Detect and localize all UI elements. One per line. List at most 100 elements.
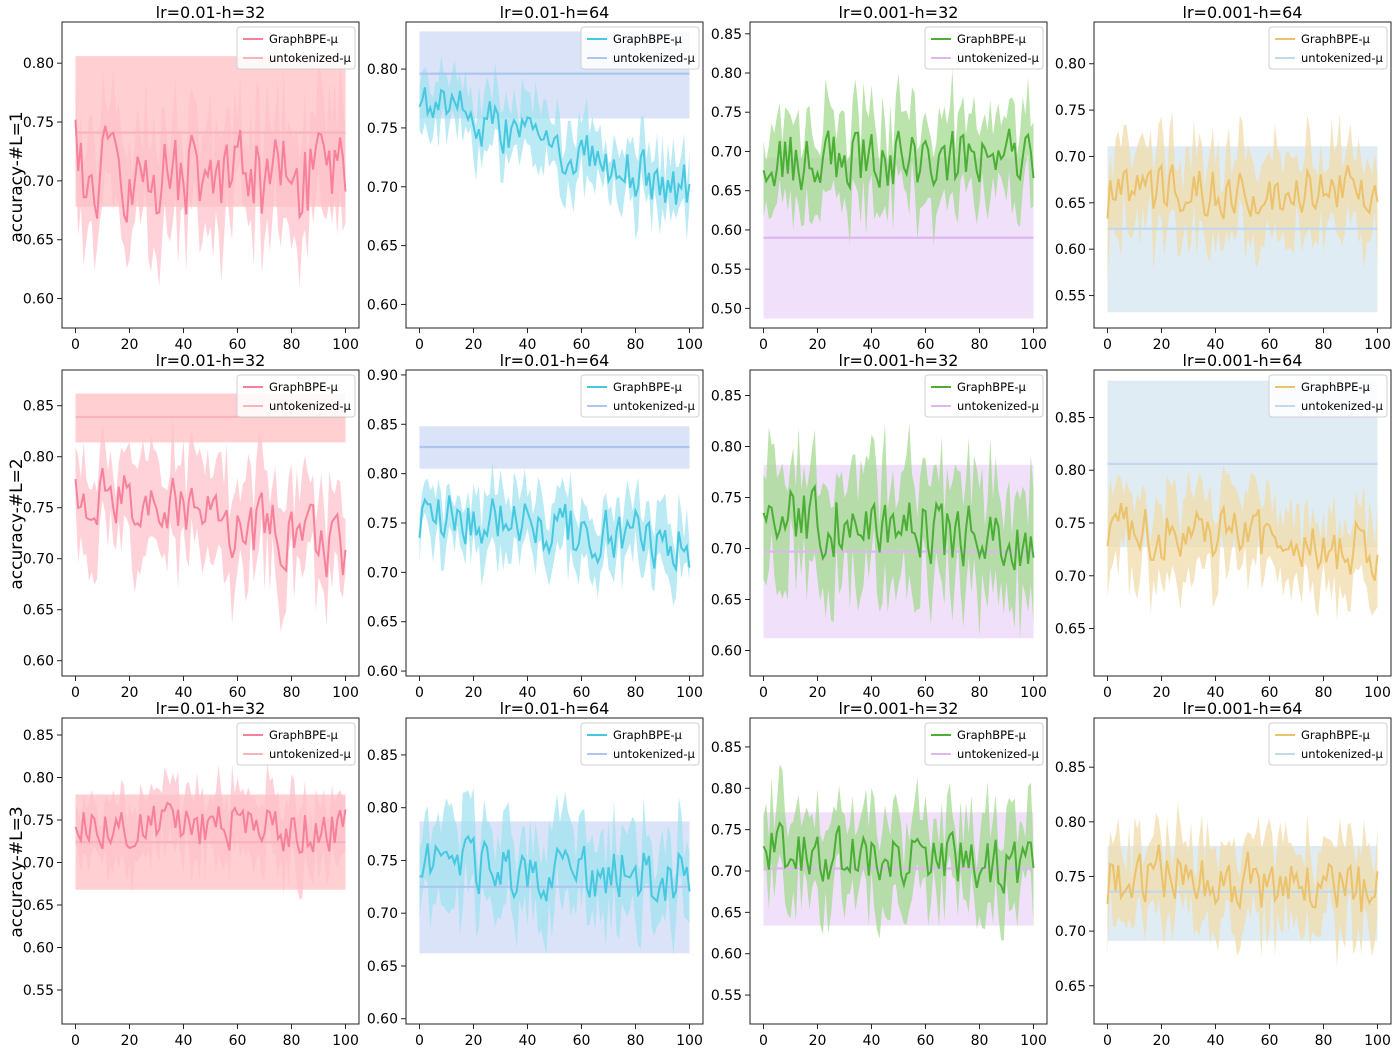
- legend-label-graphbpe: GraphBPE-μ: [269, 728, 339, 742]
- legend-label-graphbpe: GraphBPE-μ: [957, 32, 1027, 46]
- x-tick-label: 20: [121, 1033, 139, 1049]
- x-tick-label: 80: [1315, 337, 1333, 353]
- axes-frame: [405, 21, 704, 329]
- x-tick-label: 80: [1315, 685, 1333, 701]
- x-tick-label: 40: [175, 1033, 193, 1049]
- x-tick-label: 60: [917, 337, 935, 353]
- plot-area: [418, 426, 691, 607]
- x-tick-label: 40: [175, 337, 193, 353]
- x-tick-label: 20: [121, 337, 139, 353]
- x-tick-label: 20: [465, 1033, 483, 1049]
- x-tick-label: 20: [1153, 685, 1171, 701]
- legend-label-untokenized: untokenized-μ: [269, 399, 351, 413]
- y-tick-label: 0.80: [711, 66, 742, 82]
- subplot-title: lr=0.01-h=32: [156, 699, 266, 718]
- subplot: 0 20 40 60 80 100 0.55 0.60 0.65 0.70 0.75 0.80 0.85…: [711, 699, 1048, 1049]
- y-tick-label: 0.70: [1055, 924, 1086, 940]
- y-tick-label: 0.70: [711, 542, 742, 558]
- x-tick-label: 100: [332, 685, 359, 701]
- x-tick-label: 0: [71, 1033, 80, 1049]
- axes-frame: [1093, 21, 1392, 329]
- y-tick-label: 0.80: [367, 62, 398, 78]
- subplot-title: lr=0.001-h=64: [1183, 3, 1303, 22]
- row-labels: accuracy-#L=1 accuracy-#L=2 accuracy-#L=…: [7, 111, 27, 937]
- x-tick-label: 100: [676, 337, 703, 353]
- x-tick-label: 20: [465, 337, 483, 353]
- y-tick-label: 0.60: [367, 297, 398, 313]
- graphbpe-mean-line: [419, 834, 691, 904]
- subplot-title: lr=0.01-h=32: [156, 3, 266, 22]
- legend: GraphBPE-μ untokenized-μ: [1268, 722, 1388, 766]
- subplot: 0 20 40 60 80 100 0.60 0.65 0.70 0.75 0.80 0.85 lr=0…: [367, 699, 704, 1049]
- y-tick-label: 0.60: [1055, 242, 1086, 258]
- row-ylabel: accuracy-#L=1: [7, 111, 27, 242]
- legend-label-untokenized: untokenized-μ: [269, 747, 351, 761]
- subplot-title: lr=0.001-h=32: [839, 699, 959, 718]
- plot-area: [419, 787, 691, 955]
- y-tick-label: 0.75: [1055, 516, 1086, 532]
- x-tick-label: 80: [971, 685, 989, 701]
- x-tick-label: 40: [519, 685, 537, 701]
- x-tick-label: 100: [1364, 337, 1391, 353]
- x-tick-label: 0: [1103, 1033, 1112, 1049]
- x-tick-label: 100: [1364, 1033, 1391, 1049]
- x-tick-label: 20: [1153, 1033, 1171, 1049]
- y-tick-label: 0.65: [711, 905, 742, 921]
- x-tick-label: 40: [1207, 685, 1225, 701]
- y-tick-label: 0.75: [367, 516, 398, 532]
- x-tick-label: 20: [465, 685, 483, 701]
- legend-label-graphbpe: GraphBPE-μ: [613, 728, 683, 742]
- legend: GraphBPE-μ untokenized-μ: [1268, 374, 1388, 418]
- legend-label-graphbpe: GraphBPE-μ: [613, 380, 683, 394]
- x-tick-label: 100: [676, 685, 703, 701]
- legend: GraphBPE-μ untokenized-μ: [924, 722, 1044, 766]
- y-tick-label: 0.65: [23, 603, 54, 619]
- y-tick-label: 0.65: [367, 615, 398, 631]
- y-tick-label: 0.80: [367, 801, 398, 817]
- y-tick-label: 0.75: [1055, 103, 1086, 119]
- y-tick-label: 0.75: [367, 853, 398, 869]
- y-tick-label: 0.80: [1055, 463, 1086, 479]
- subplot: 0 20 40 60 80 100 0.60 0.65 0.70 0.75 0.80 0.85 lr=0…: [23, 351, 360, 701]
- y-tick-label: 0.70: [1055, 149, 1086, 165]
- axes-frame: [1093, 717, 1392, 1025]
- subplot: 0 20 40 60 80 100 0.65 0.70 0.75 0.80 0.85 lr=0.001…: [1055, 351, 1392, 701]
- x-tick-label: 80: [971, 1033, 989, 1049]
- x-tick-label: 100: [332, 337, 359, 353]
- y-tick-label: 0.70: [367, 565, 398, 581]
- plot-area: [1106, 111, 1379, 313]
- x-tick-label: 0: [71, 685, 80, 701]
- y-tick-label: 0.80: [711, 440, 742, 456]
- x-tick-label: 40: [863, 337, 881, 353]
- y-tick-label: 0.85: [23, 399, 54, 415]
- legend-label-graphbpe: GraphBPE-μ: [1301, 380, 1371, 394]
- y-tick-label: 0.75: [1055, 869, 1086, 885]
- y-tick-label: 0.90: [367, 368, 398, 384]
- legend: GraphBPE-μ untokenized-μ: [580, 26, 700, 70]
- y-tick-label: 0.60: [711, 644, 742, 660]
- y-tick-label: 0.80: [23, 771, 54, 787]
- graphbpe-mean-line: [74, 467, 347, 578]
- y-tick-label: 0.55: [711, 262, 742, 278]
- x-tick-label: 80: [627, 337, 645, 353]
- subplot-title: lr=0.001-h=64: [1183, 351, 1303, 370]
- y-tick-label: 0.85: [367, 417, 398, 433]
- y-tick-label: 0.85: [367, 748, 398, 764]
- legend-label-untokenized: untokenized-μ: [957, 747, 1039, 761]
- y-tick-label: 0.70: [23, 552, 54, 568]
- plot-area: [762, 68, 1035, 319]
- legend-label-untokenized: untokenized-μ: [957, 399, 1039, 413]
- x-tick-label: 0: [759, 685, 768, 701]
- x-tick-label: 60: [1261, 1033, 1279, 1049]
- subplot-title: lr=0.01-h=64: [500, 3, 610, 22]
- legend-label-untokenized: untokenized-μ: [1301, 399, 1383, 413]
- subplot: 0 20 40 60 80 100 0.50 0.55 0.60 0.65 0.70 0.75 0.80…: [711, 3, 1048, 353]
- x-tick-label: 40: [1207, 1033, 1225, 1049]
- axes-frame: [405, 717, 704, 1025]
- legend-label-graphbpe: GraphBPE-μ: [957, 380, 1027, 394]
- axes-frame: [749, 369, 1048, 677]
- y-tick-label: 0.70: [711, 864, 742, 880]
- subplot: 0 20 40 60 80 100 0.60 0.65 0.70 0.75 0.80 lr=0.01-…: [367, 3, 704, 353]
- legend: GraphBPE-μ untokenized-μ: [1268, 26, 1388, 70]
